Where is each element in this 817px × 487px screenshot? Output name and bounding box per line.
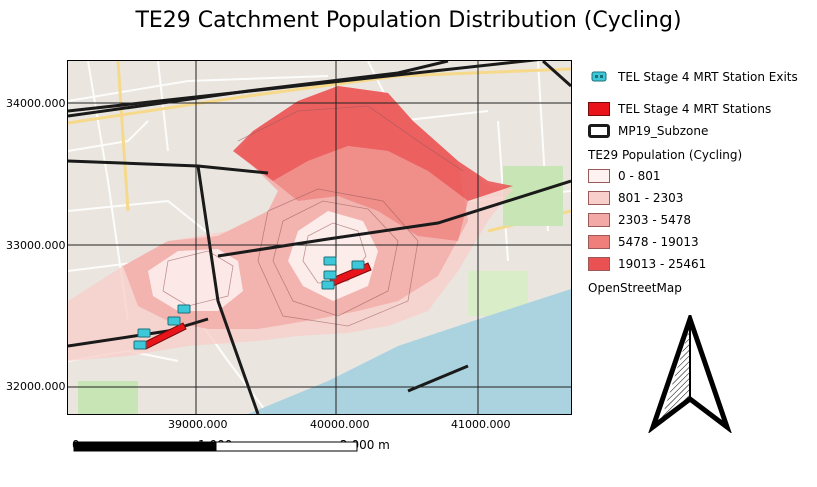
legend-swatch	[588, 235, 610, 249]
scalebar	[73, 441, 358, 452]
map-title: TE29 Catchment Population Distribution (…	[135, 8, 682, 33]
mrt-exit-icon	[137, 328, 151, 338]
legend-class: 19013 - 25461	[588, 255, 706, 273]
map-svg	[68, 61, 571, 414]
north-arrow-icon	[648, 315, 732, 433]
x-tick-label: 40000.000	[310, 418, 370, 431]
legend-item-stations: TEL Stage 4 MRT Stations	[588, 100, 771, 118]
basemap-streets	[68, 61, 571, 414]
y-tick-label: 34000.000	[6, 97, 66, 110]
basemap-park	[503, 166, 563, 226]
legend-label: 19013 - 25461	[618, 257, 707, 271]
scalebar-segment	[215, 441, 358, 452]
legend-label: MP19_Subzone	[618, 124, 709, 138]
catchment-class-5478-19013	[273, 146, 468, 241]
legend-class: 2303 - 5478	[588, 211, 691, 229]
mrt-exit-icon	[323, 256, 337, 266]
legend-basemap: OpenStreetMap	[588, 279, 682, 297]
legend-label: 0 - 801	[618, 169, 661, 183]
legend-class: 0 - 801	[588, 167, 661, 185]
basemap-park	[78, 381, 138, 414]
legend-swatch	[588, 213, 610, 227]
legend-swatch	[588, 169, 610, 183]
legend-heading: TE29 Population (Cycling)	[588, 148, 743, 162]
legend-class: 5478 - 19013	[588, 233, 699, 251]
map-canvas[interactable]	[67, 60, 572, 415]
sea	[248, 289, 571, 414]
legend-swatch	[588, 257, 610, 271]
legend-label: 2303 - 5478	[618, 213, 692, 227]
mrt-exit-icon	[167, 316, 181, 326]
catchment-class-19013-25461	[233, 86, 513, 201]
legend-class: 801 - 2303	[588, 189, 683, 207]
legend-item-exits: TEL Stage 4 MRT Station Exits	[588, 68, 798, 86]
y-tick-label: 32000.000	[6, 380, 66, 393]
mrt-exit-icon	[323, 270, 337, 280]
legend-label: TEL Stage 4 MRT Stations	[618, 102, 772, 116]
legend-item-subzone: MP19_Subzone	[588, 122, 708, 140]
legend-swatch	[588, 191, 610, 205]
legend-swatch	[588, 102, 610, 116]
mrt-exit-icon	[591, 71, 607, 82]
coordinate-grid	[68, 61, 571, 414]
legend-label: 5478 - 19013	[618, 235, 699, 249]
mrt-exit-icon	[351, 260, 365, 270]
x-tick-label: 39000.000	[168, 418, 228, 431]
legend-label: 801 - 2303	[618, 191, 684, 205]
x-tick-label: 41000.000	[451, 418, 511, 431]
y-tick-label: 33000.000	[6, 239, 66, 252]
mrt-exit-icon	[177, 304, 191, 314]
mrt-exit-icon	[133, 340, 147, 350]
legend-label: TEL Stage 4 MRT Station Exits	[618, 70, 798, 84]
mrt-exit-icon	[321, 280, 335, 290]
mrt-exit-markers[interactable]	[133, 256, 365, 350]
subzone-boundaries	[68, 61, 571, 414]
legend-population-title: TE29 Population (Cycling)	[588, 146, 742, 164]
legend-swatch	[588, 124, 610, 138]
legend-label: OpenStreetMap	[588, 281, 682, 295]
scalebar-segment	[73, 441, 217, 452]
